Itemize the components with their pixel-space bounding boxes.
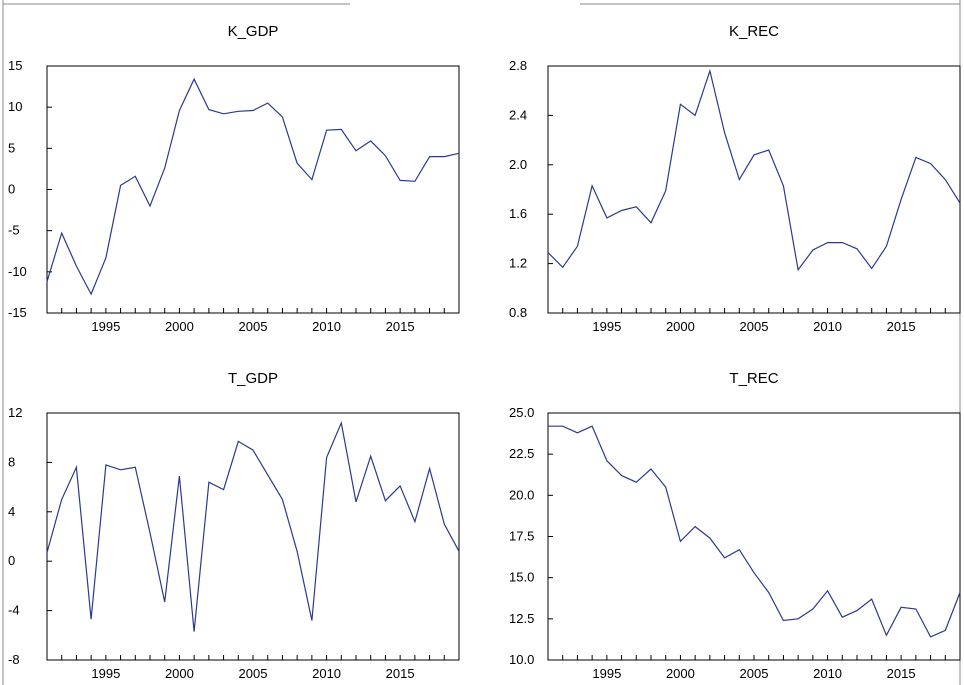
y-tick-label: -4	[8, 603, 20, 618]
y-tick-label: 12	[8, 405, 22, 420]
chart-k-gdp: K_GDP -15 -10 -5 0 5 10 15 1995 2000 2005 2010 2015	[8, 23, 460, 334]
y-tick-label: 5	[8, 140, 15, 155]
y-tick-label: 10	[8, 99, 22, 114]
y-tick-label: 0.8	[509, 305, 527, 320]
x-tick-label: 2000	[165, 666, 194, 681]
chart-t-gdp: T_GDP -8 -4 0 4 8 12 1995 2000 2005 2010 2015	[8, 370, 460, 681]
x-tick-label: 2010	[312, 666, 341, 681]
x-tick-label: 2000	[165, 319, 194, 334]
y-tick-label: 22.5	[509, 446, 534, 461]
y-tick-label: 1.2	[509, 256, 527, 271]
y-tick-label: -15	[8, 305, 27, 320]
chart-title: T_GDP	[228, 370, 278, 387]
chart-title: T_REC	[729, 370, 778, 387]
series-line	[46, 420, 460, 632]
x-tick-label: 2005	[740, 666, 769, 681]
x-tick-label: 2015	[887, 319, 916, 334]
chart-k-rec: K_REC 0.8 1.2 1.6 2.0 2.4 2.8 1995 2000 2005 2010…	[509, 23, 961, 334]
y-tick-label: -5	[8, 223, 20, 238]
x-tick-label: 1995	[91, 666, 120, 681]
x-tick-label: 1995	[91, 319, 120, 334]
y-tick-label: 2.4	[509, 107, 527, 122]
x-tick-label: 2000	[666, 319, 695, 334]
y-tick-label: 15	[8, 58, 22, 73]
chart-title: K_GDP	[228, 23, 279, 40]
x-tick-label: 2000	[666, 666, 695, 681]
x-tick-label: 2005	[740, 319, 769, 334]
x-tick-label: 2010	[813, 666, 842, 681]
x-tick-label: 1995	[592, 319, 621, 334]
y-tick-label: 0	[8, 182, 15, 197]
x-tick-label: 2010	[312, 319, 341, 334]
series-line	[547, 68, 961, 272]
y-tick-label: 4	[8, 504, 15, 519]
x-tick-label: 2015	[386, 319, 415, 334]
series-line	[46, 77, 460, 296]
y-tick-label: -8	[8, 652, 20, 667]
x-tick-label: 1995	[592, 666, 621, 681]
x-tick-label: 2010	[813, 319, 842, 334]
y-tick-label: 25.0	[509, 405, 534, 420]
y-tick-label: 10.0	[509, 652, 534, 667]
y-tick-label: -10	[8, 264, 27, 279]
y-tick-label: 0	[8, 553, 15, 568]
x-tick-label: 2015	[887, 666, 916, 681]
y-tick-label: 15.0	[509, 570, 534, 585]
y-tick-label: 1.6	[509, 206, 527, 221]
series-line	[548, 425, 961, 638]
y-tick-label: 2.8	[509, 58, 527, 73]
x-tick-label: 2005	[239, 666, 268, 681]
chart-title: K_REC	[729, 23, 779, 40]
x-tick-label: 2015	[386, 666, 415, 681]
y-tick-label: 12.5	[509, 611, 534, 626]
y-tick-label: 20.0	[509, 487, 534, 502]
y-tick-label: 2.0	[509, 157, 527, 172]
y-tick-label: 17.5	[509, 529, 534, 544]
y-tick-label: 8	[8, 454, 15, 469]
x-tick-label: 2005	[239, 319, 268, 334]
chart-t-rec: T_REC 10.0 12.5 15.0 17.5 20.0 22.5 25.0 1995 20…	[509, 370, 961, 681]
